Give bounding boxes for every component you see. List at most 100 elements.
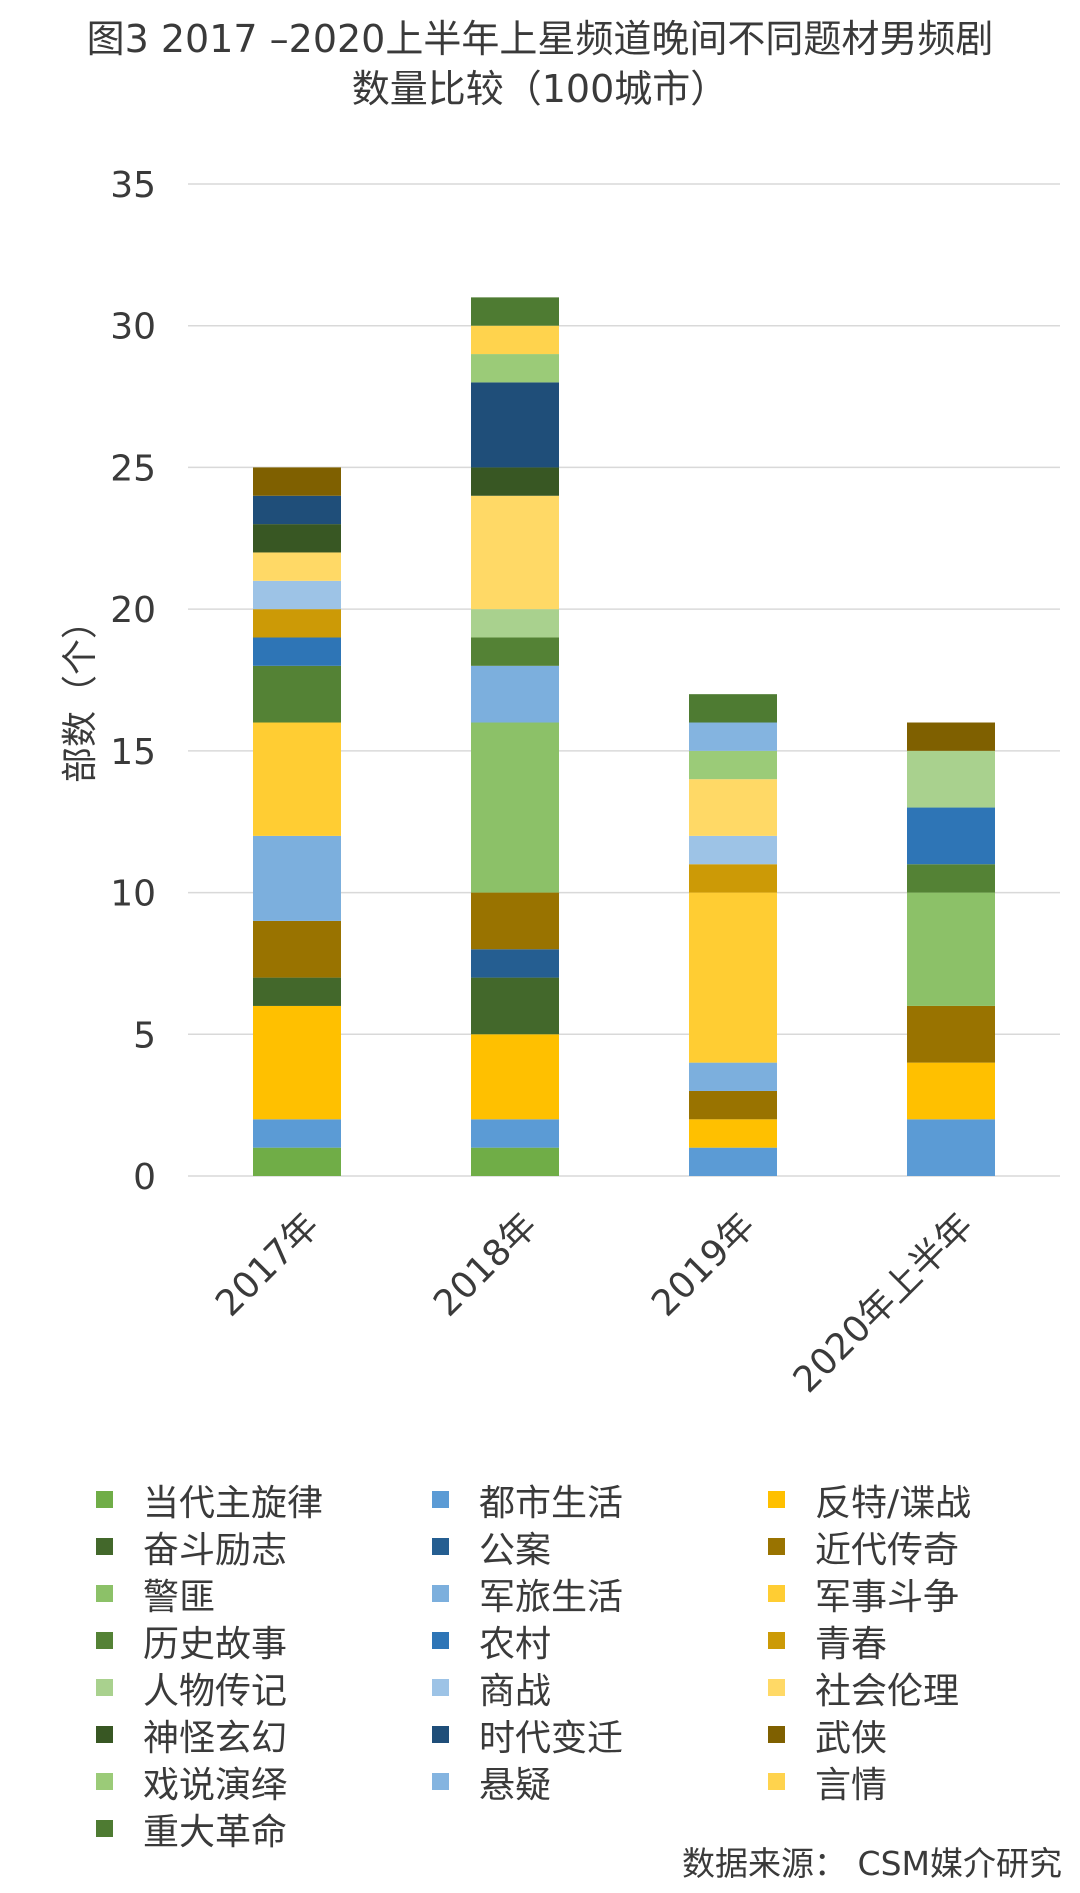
legend-item: 时代变迁 [432,1711,768,1759]
legend-label: 军事斗争 [815,1576,960,1618]
legend-item: 神怪玄幻 [96,1711,432,1759]
bar-segment [471,1119,559,1148]
bar-segment [471,1034,559,1120]
bar-segment [689,1062,777,1091]
legend-label: 历史故事 [143,1623,288,1665]
bar-segment [471,892,559,950]
bar-segment [253,977,341,1006]
legend-item: 警匪 [96,1570,432,1618]
legend-swatch [432,1538,449,1555]
legend-label: 公案 [479,1529,552,1571]
y-tick-label: 25 [110,448,156,489]
x-tick-label: 2020年上半年 [786,1205,982,1401]
legend-swatch [96,1726,113,1743]
y-tick-label: 35 [110,165,156,206]
bar-segment [689,1147,777,1176]
legend-label: 军旅生活 [479,1576,624,1618]
legend-swatch [432,1585,449,1602]
legend-item: 人物传记 [96,1664,432,1712]
legend-label: 商战 [479,1670,552,1712]
legend-item: 都市生活 [432,1476,768,1524]
bar-segment [689,750,777,780]
y-tick-label: 20 [110,590,156,631]
legend-swatch [432,1632,449,1649]
legend-label: 奋斗励志 [143,1529,288,1571]
legend-swatch [432,1679,449,1696]
bar-segment [907,1062,995,1120]
legend-item: 军事斗争 [768,1570,1056,1618]
legend-swatch [432,1491,449,1508]
y-tick-label: 0 [133,1157,156,1198]
legend-swatch [432,1773,449,1790]
legend-swatch [768,1679,785,1696]
bar-segment [907,807,995,865]
bar-segment [253,637,341,666]
bar-segment [907,1119,995,1176]
legend-item: 商战 [432,1664,768,1712]
bar-segment [689,779,777,836]
legend-item: 农村 [432,1617,768,1665]
y-tick-label: 30 [110,307,156,348]
legend-label: 武侠 [815,1717,888,1759]
legend-label: 人物传记 [143,1670,288,1712]
legend-swatch [96,1632,113,1649]
legend-item: 近代传奇 [768,1523,1056,1571]
legend-item: 武侠 [768,1711,1056,1759]
legend-item: 当代主旋律 [96,1476,432,1524]
bar-segment [253,524,341,553]
stacked-bar-chart: 0 5 10 15 20 25 30 35 部数（个） 2017年 2018年 2019年 2020年上… [60,165,1060,1401]
legend-swatch [768,1773,785,1790]
legend-item: 历史故事 [96,1617,432,1665]
chart-title: 图3 2017 –2020上半年上星频道晚间不同题材男频剧 数量比较（100城市… [0,14,1080,114]
bar-segment [253,1147,341,1176]
legend-swatch [768,1726,785,1743]
legend-item: 悬疑 [432,1758,768,1806]
legend-item: 社会伦理 [768,1664,1056,1712]
legend-label: 悬疑 [479,1764,552,1806]
bar-segment [253,835,341,921]
chart-legend: 当代主旋律 都市生活 反特/谍战奋斗励志 公案 近代传奇警匪 军旅生活 军事斗争历史故事 农村… [96,1476,1056,1853]
legend-swatch [96,1679,113,1696]
y-axis-label: 部数（个） [60,603,101,783]
bar-segment [253,495,341,525]
bar-segment [471,382,559,468]
bar-segment [471,1147,559,1176]
legend-item: 军旅生活 [432,1570,768,1618]
bar-segment [907,892,995,1006]
bar-segment [253,665,341,723]
legend-item: 公案 [432,1523,768,1571]
legend-swatch [432,1726,449,1743]
legend-label: 言情 [815,1764,888,1806]
bar-segment [471,977,559,1035]
bar-segment [253,552,341,581]
legend-label: 重大革命 [143,1811,288,1853]
legend-label: 警匪 [143,1576,216,1618]
legend-label: 反特/谍战 [815,1482,972,1524]
x-tick-label: 2019年 [644,1205,763,1324]
bar-segment [471,949,559,978]
chart-title-line1: 图3 2017 –2020上半年上星频道晚间不同题材男频剧 [86,17,994,61]
bar-segment [253,580,341,610]
bar-segment [471,637,559,666]
legend-swatch [768,1632,785,1649]
bar-segment [689,1119,777,1148]
legend-label: 神怪玄幻 [143,1717,288,1759]
y-tick-label: 5 [133,1015,156,1056]
bar-segment [907,722,995,751]
legend-label: 当代主旋律 [143,1482,324,1524]
y-tick-label: 15 [110,732,156,773]
legend-label: 都市生活 [479,1482,624,1524]
bar-segment [689,864,777,893]
legend-label: 农村 [479,1623,552,1665]
legend-item: 青春 [768,1617,1056,1665]
bar-segment [907,750,995,808]
legend-label: 近代传奇 [815,1529,960,1571]
bar-segment [689,892,777,1063]
bar-segment [253,1005,341,1120]
bar-segment [689,694,777,723]
legend-swatch [96,1773,113,1790]
bar-segment [471,495,559,610]
legend-swatch [96,1820,113,1837]
legend-swatch [96,1491,113,1508]
legend-swatch [768,1491,785,1508]
